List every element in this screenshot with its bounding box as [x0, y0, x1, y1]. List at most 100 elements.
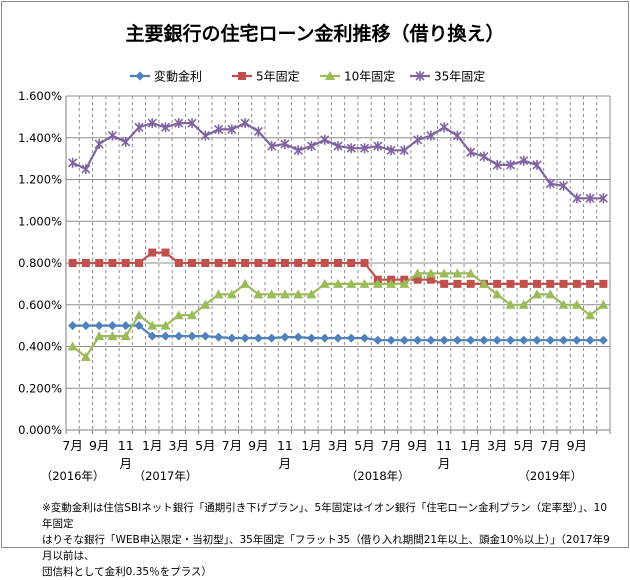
series-point — [559, 279, 568, 288]
legend-label: 5年固定 — [256, 69, 300, 84]
series-point — [81, 321, 91, 331]
x-tick-label: 1月 — [460, 438, 480, 453]
series-point — [147, 118, 157, 129]
series-point — [148, 248, 157, 257]
series-point — [306, 333, 316, 343]
series-point — [240, 333, 250, 343]
series-point — [347, 259, 356, 267]
footnote-line-1: ※変動金利は住信SBIネット銀行「通期引き下げプラン」、5年固定はイオン銀行「住… — [42, 502, 608, 530]
series-point — [466, 147, 476, 158]
series-point — [466, 279, 475, 288]
series-point — [214, 259, 223, 267]
series-1 — [68, 321, 608, 345]
series-point — [227, 259, 236, 267]
series-4 — [68, 118, 608, 204]
x-tick-label: 5月 — [195, 438, 215, 453]
series-point — [253, 289, 264, 299]
series-point — [439, 122, 449, 133]
series-2 — [68, 248, 608, 288]
series-point — [452, 335, 462, 345]
series-point — [386, 335, 396, 345]
series-point — [412, 268, 423, 278]
series-point — [558, 180, 569, 191]
series-point — [359, 143, 370, 154]
series-point — [346, 333, 356, 343]
series-point — [293, 289, 304, 299]
x-tick-label: 1月 — [142, 438, 162, 453]
series-point — [94, 139, 104, 150]
series-point — [200, 331, 210, 341]
x-tick-label: 7月 — [62, 438, 82, 453]
y-tick-label: 0.800% — [18, 256, 62, 270]
series-point — [586, 279, 595, 288]
x-tick-label: 9月 — [407, 438, 427, 453]
series-point — [465, 268, 476, 278]
series-point — [426, 335, 436, 345]
series-point — [599, 279, 608, 288]
series-point — [598, 299, 609, 309]
series-point — [334, 259, 342, 267]
series-point — [452, 268, 463, 278]
line-chart: 主要銀行の住宅ローン金利推移（借り換え） 変動金利 5年固定 10年固定 35年固定 … — [18, 22, 611, 483]
series-3 — [67, 268, 609, 361]
footnote-line-2: はりそな銀行「WEB申込限定・当初型」、35年固定「フラット35（借り入れ期間2… — [42, 534, 610, 562]
series-point — [413, 275, 422, 284]
series-point — [452, 130, 462, 141]
series-point — [174, 259, 183, 267]
series-point — [558, 299, 569, 309]
x-tick-label: 9月 — [89, 438, 109, 453]
series-point — [325, 71, 335, 80]
series-point — [532, 289, 543, 299]
series-point — [95, 259, 104, 267]
series-point — [266, 289, 277, 299]
series-point — [267, 333, 277, 343]
series-point — [585, 310, 596, 320]
series-point — [320, 259, 329, 267]
series-point — [188, 259, 197, 267]
series-point — [147, 331, 157, 341]
series-point — [161, 248, 170, 257]
series-point — [519, 335, 529, 345]
series-point — [121, 259, 130, 267]
series-point — [134, 321, 144, 331]
series-point — [545, 335, 555, 345]
legend-label: 変動金利 — [154, 69, 202, 84]
series-point — [415, 71, 425, 81]
series-point — [187, 331, 197, 341]
series-point — [253, 333, 263, 343]
series-point — [346, 143, 356, 154]
series-point — [479, 335, 489, 345]
series-point — [67, 341, 78, 351]
chart-title: 主要銀行の住宅ローン金利推移（借り換え） — [125, 22, 504, 45]
series-point — [533, 279, 542, 288]
x-tick-label: 3月 — [169, 438, 189, 453]
series-point — [107, 130, 118, 141]
series-point — [453, 279, 462, 288]
series-point — [440, 279, 449, 288]
series-point — [306, 289, 317, 299]
y-tick-label: 0.200% — [18, 381, 62, 395]
series-point — [386, 145, 396, 156]
series-point — [426, 130, 436, 141]
series-point — [226, 289, 237, 299]
x-year-label: （2019年） — [518, 469, 582, 483]
series-point — [214, 332, 224, 342]
legend-item-1: 変動金利 — [130, 69, 202, 84]
series-point — [346, 278, 357, 288]
legend-label: 10年固定 — [344, 69, 395, 84]
series-point — [505, 335, 515, 345]
series-point — [439, 268, 450, 278]
series-point — [413, 134, 423, 145]
series-point — [545, 178, 555, 189]
series-point — [492, 289, 503, 299]
series-point — [293, 332, 303, 342]
y-tick-label: 1.400% — [18, 131, 62, 145]
series-point — [200, 130, 210, 141]
series-point — [279, 289, 290, 299]
x-year-label: （2018年） — [346, 469, 410, 483]
series-point — [572, 279, 581, 288]
series-point — [559, 335, 569, 345]
series-point — [333, 141, 343, 152]
series-point — [598, 335, 608, 345]
x-tick-label: 9月 — [248, 438, 268, 453]
